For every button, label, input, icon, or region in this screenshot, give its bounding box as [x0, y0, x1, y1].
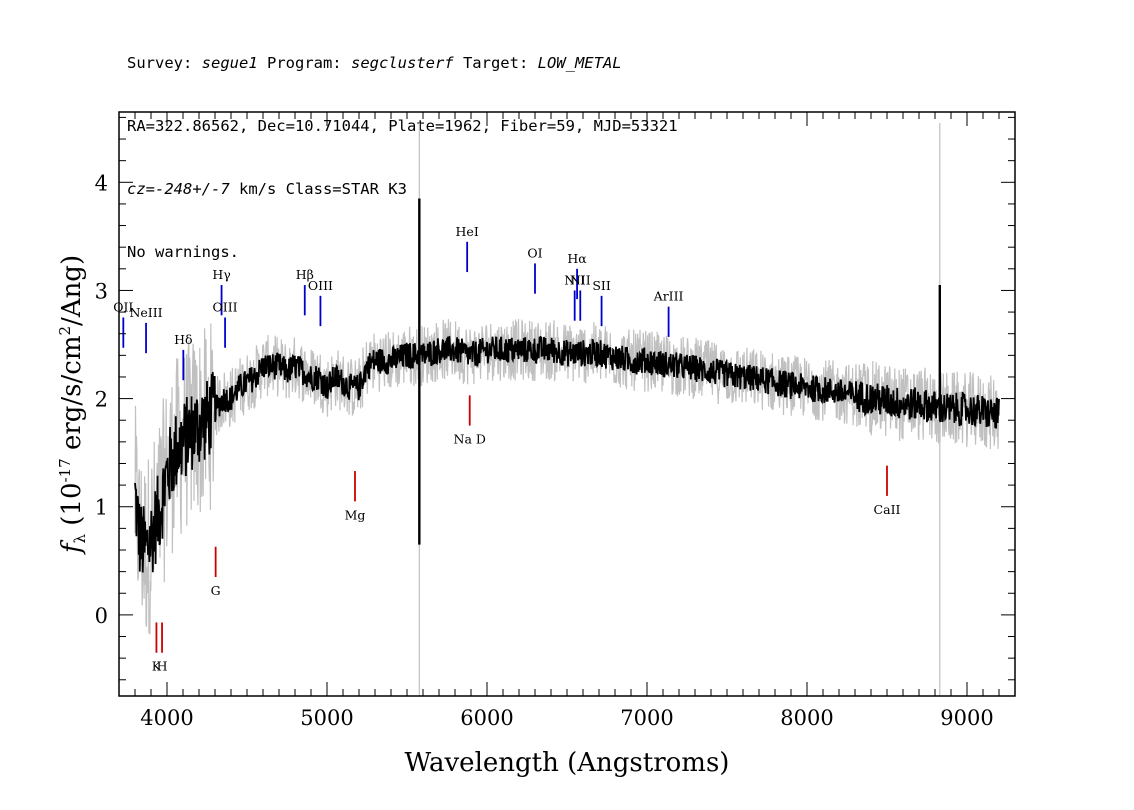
y-axis-exp2: 2	[56, 326, 74, 336]
program-label: Program:	[257, 54, 351, 72]
flux-series	[134, 198, 1000, 573]
y-axis-rest: (10	[57, 482, 87, 534]
class-text: km/s Class=STAR K3	[229, 180, 407, 198]
annotation-label: NII	[570, 272, 591, 287]
x-tick-label: 5000	[300, 706, 353, 730]
survey-label: Survey:	[127, 54, 202, 72]
y-tick-label: 3	[95, 279, 108, 303]
annotation-label: H	[157, 659, 168, 674]
y-axis-sub: λ	[71, 533, 89, 543]
y-axis-title: fλ (10-17 erg/s/cm2/Ang)	[56, 255, 89, 555]
y-tick-label: 0	[95, 604, 108, 628]
y-axis-unit: erg/s/cm	[57, 336, 87, 459]
annotation-label: Hβ	[296, 267, 314, 282]
y-tick-label: 2	[95, 388, 108, 412]
annotation-label: CaII	[874, 502, 901, 517]
annotation-label: K	[152, 659, 162, 674]
annotation-label: OIII	[308, 278, 333, 293]
header-line-4: No warnings.	[127, 243, 239, 261]
flux-trace	[134, 335, 1000, 573]
annotation-label: NeIII	[129, 305, 162, 320]
axis-ticks	[118, 112, 1016, 696]
annotation-label: OI	[527, 245, 542, 260]
program-value: segclusterf	[350, 54, 454, 72]
x-axis-title: Wavelength (Angstroms)	[405, 748, 730, 778]
header-line-3: cz=-248+/-7 km/s Class=STAR K3	[127, 179, 678, 200]
survey-value: segue1	[201, 54, 258, 72]
x-tick-label: 4000	[140, 706, 193, 730]
annotation-label: OIII	[213, 299, 238, 314]
annotation-label: Na D	[454, 432, 486, 447]
annotation-label: NII	[564, 272, 585, 287]
cz-label: cz=	[127, 180, 155, 198]
target-value: LOW_METAL	[537, 54, 622, 72]
cz-value: -248+/-7	[155, 180, 230, 198]
annotation-label: SII	[592, 278, 611, 293]
x-tick-label: 6000	[460, 706, 513, 730]
x-tick-label: 8000	[780, 706, 833, 730]
y-tick-label: 1	[95, 496, 108, 520]
annotation-label: ArIII	[653, 289, 684, 304]
header-info: Survey: segue1 Program: segclusterf Targ…	[127, 11, 678, 284]
target-label: Target:	[453, 54, 538, 72]
annotation-label: HeI	[456, 224, 479, 239]
x-tick-label: 9000	[940, 706, 993, 730]
annotation-label: G	[211, 583, 221, 598]
annotation-label: Mg	[345, 507, 366, 522]
x-tick-label: 7000	[620, 706, 673, 730]
header-line-1: Survey: segue1 Program: segclusterf Targ…	[127, 53, 678, 74]
annotation-label: Hγ	[212, 267, 230, 282]
header-line-2: RA=322.86562, Dec=10.71044, Plate=1962, …	[127, 117, 678, 135]
y-tick-label: 4	[95, 171, 108, 195]
tick-labels: 4000 5000 6000 7000 8000 9000 0 1 2 3 4	[95, 171, 994, 730]
y-axis-exp: -17	[56, 458, 74, 482]
annotation-label: Hα	[567, 251, 587, 266]
y-axis-end: /Ang)	[57, 255, 87, 326]
annotation-label: Hδ	[174, 332, 192, 347]
